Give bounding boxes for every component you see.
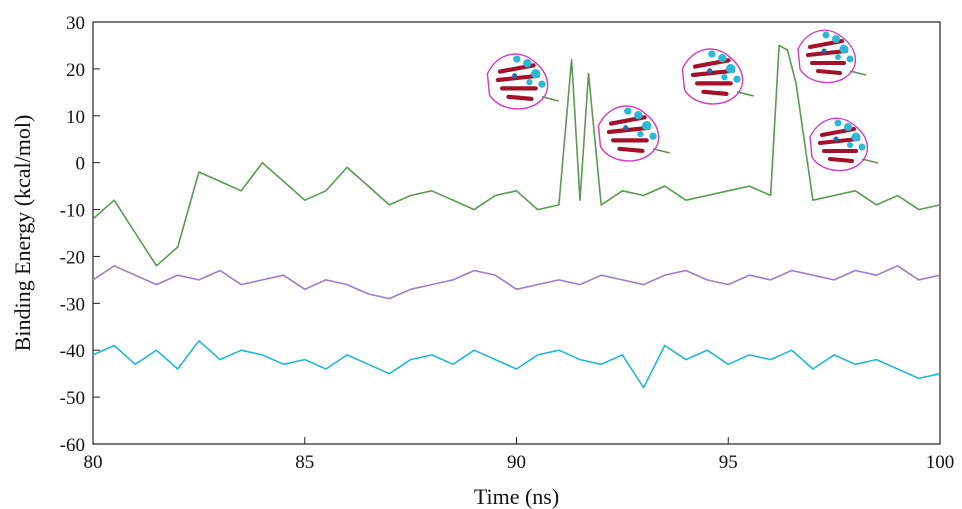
series-layer	[92, 44, 941, 389]
protein-structure-icon	[808, 116, 880, 173]
protein-structure-icon	[796, 28, 868, 85]
x-tick-label: 90	[507, 452, 526, 473]
y-tick-label: 10	[66, 107, 85, 128]
protein-structure-icon	[598, 106, 669, 161]
y-tick-label: -30	[60, 294, 85, 315]
y-tick-label: -20	[60, 247, 85, 268]
x-tick-label: 100	[926, 452, 955, 473]
y-tick-label: -40	[60, 341, 85, 362]
series-line-1	[92, 44, 941, 267]
y-tick-label: -10	[60, 201, 85, 222]
x-tick-label: 80	[84, 452, 103, 473]
y-tick-label: 30	[66, 13, 85, 34]
x-tick-label: 85	[295, 452, 314, 473]
y-tick-label: 0	[76, 154, 86, 175]
series-line-3	[92, 339, 941, 389]
y-axis-label: Binding Energy (kcal/mol)	[10, 115, 35, 352]
series-line-2	[92, 264, 941, 300]
axis-ticks: 80 85 90 95 100 -60 -50 -40 -30 -20 -10 0 10 20 30	[60, 13, 955, 473]
y-tick-label: -60	[60, 435, 85, 456]
y-tick-label: -50	[60, 388, 85, 409]
x-axis-label: Time (ns)	[474, 484, 559, 509]
y-tick-label: 20	[66, 60, 85, 81]
x-tick-label: 95	[719, 452, 738, 473]
protein-structure-icon	[682, 49, 753, 104]
plot-area	[92, 21, 941, 445]
protein-structure-icon	[487, 54, 558, 109]
